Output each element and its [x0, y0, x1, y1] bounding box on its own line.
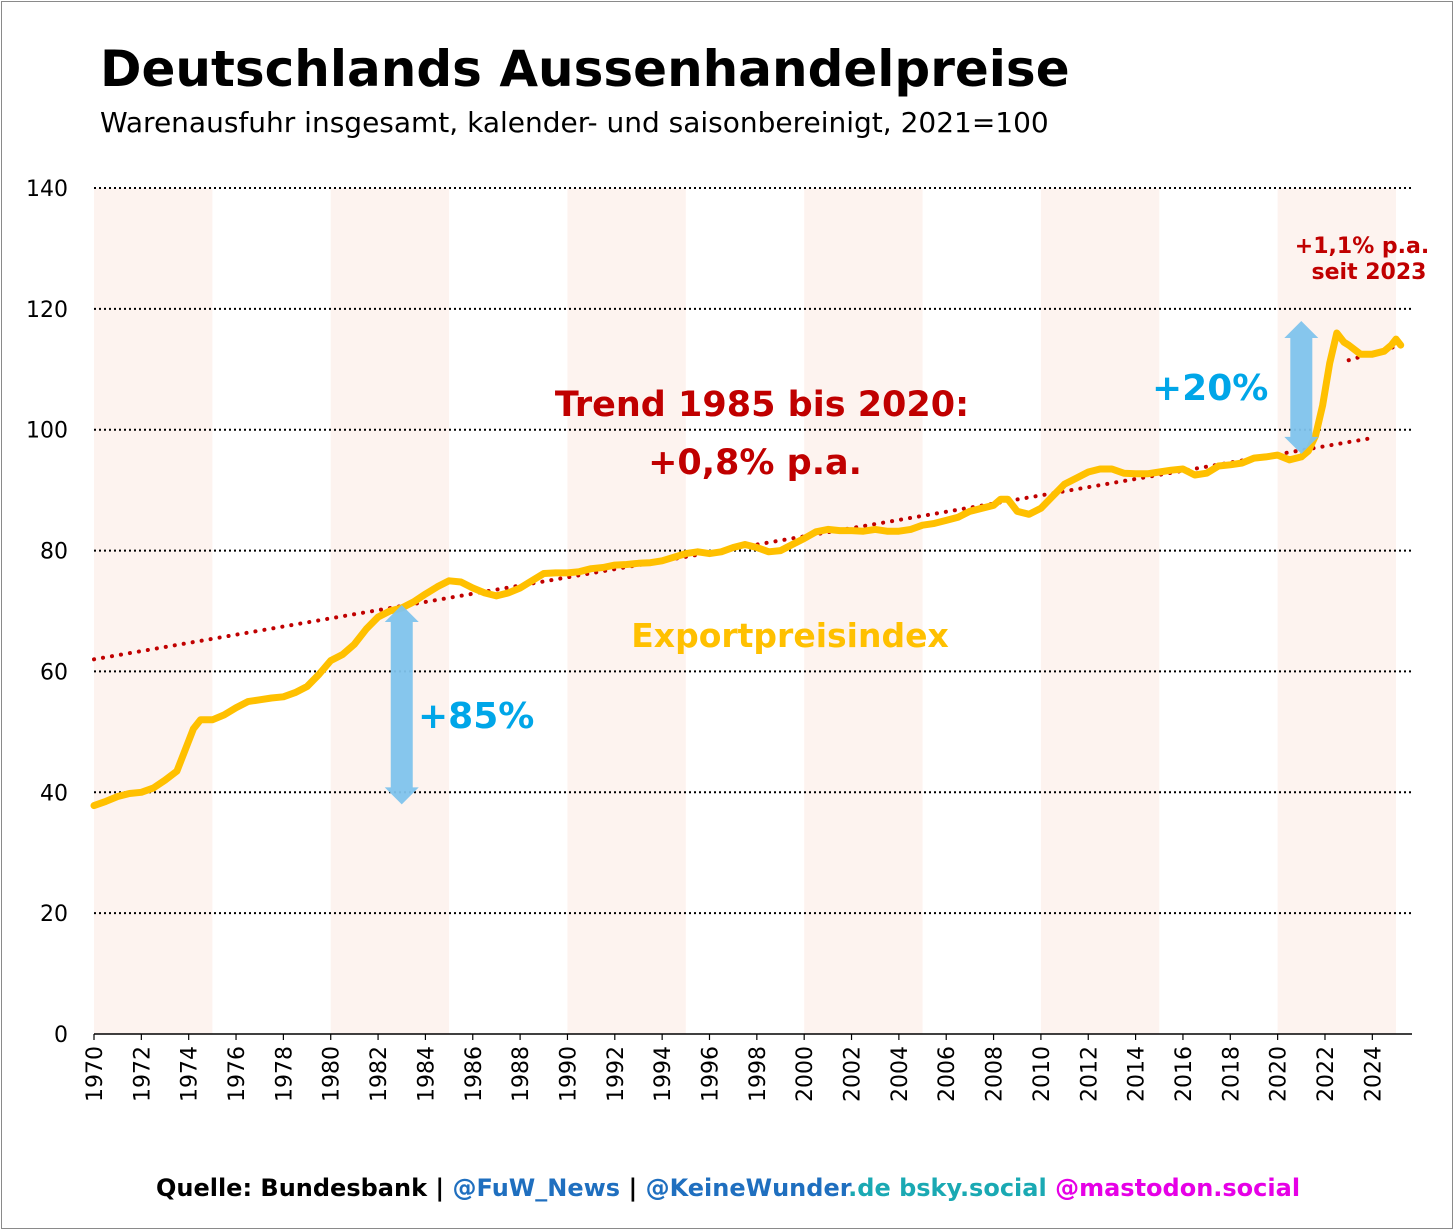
y-tick-label: 20	[40, 902, 68, 927]
x-tick-label: 1970	[83, 1046, 108, 1102]
recent-trend-label-line1: +1,1% p.a.	[1295, 234, 1429, 259]
shaded-period	[94, 188, 213, 1034]
x-tick-label: 1974	[178, 1046, 203, 1102]
x-tick-label: 1984	[414, 1046, 439, 1102]
x-tick-label: 1978	[272, 1046, 297, 1102]
chart-subtitle: Warenausfuhr insgesamt, kalender- und sa…	[100, 106, 1049, 139]
x-tick-label: 2004	[888, 1046, 913, 1102]
x-tick-label: 2018	[1219, 1046, 1244, 1102]
y-tick-label: 120	[26, 298, 68, 323]
x-tick-label: 2010	[1030, 1046, 1055, 1102]
x-tick-label: 2002	[841, 1046, 866, 1102]
footer-separator: |	[427, 1174, 453, 1202]
x-tick-label: 2006	[935, 1046, 960, 1102]
double-arrow	[1284, 320, 1319, 454]
shaded-period	[567, 188, 686, 1034]
x-tick-label: 1982	[367, 1046, 392, 1102]
source-label: Quelle: Bundesbank	[155, 1174, 428, 1202]
x-tick-label: 1980	[320, 1046, 345, 1102]
x-tick-label: 1992	[604, 1046, 629, 1102]
x-tick-label: 2022	[1314, 1046, 1339, 1102]
keinewunder-handle: @KeineWunder	[645, 1174, 849, 1202]
trend-label-line2: +0,8% p.a.	[648, 443, 862, 483]
x-tick-label: 1986	[462, 1046, 487, 1102]
bsky-handle: bsky.social	[890, 1174, 1047, 1202]
x-tick-label: 1976	[225, 1046, 250, 1102]
mastodon-handle: @mastodon.social	[1046, 1174, 1301, 1202]
change-label-85: +85%	[418, 696, 534, 737]
x-tick-label: 2012	[1077, 1046, 1102, 1102]
source-footer: Quelle: Bundesbank | @FuW_News | @KeineW…	[0, 1174, 1456, 1202]
y-tick-label: 60	[40, 660, 68, 685]
fuw-handle: @FuW_News	[452, 1174, 621, 1202]
x-tick-label: 2020	[1267, 1046, 1292, 1102]
y-tick-label: 0	[54, 1023, 68, 1048]
x-tick-label: 2000	[793, 1046, 818, 1102]
x-tick-label: 1988	[509, 1046, 534, 1102]
footer-separator: |	[620, 1174, 646, 1202]
x-tick-label: 1972	[130, 1046, 155, 1102]
x-tick-label: 1994	[651, 1046, 676, 1102]
double-arrow	[384, 604, 419, 805]
keinewunder-domain: .de	[848, 1174, 891, 1202]
shaded-period	[1277, 188, 1396, 1034]
series-label-exportpreisindex: Exportpreisindex	[631, 616, 949, 655]
series-line-exportpreisindex	[90, 329, 1405, 810]
trend-label-line1: Trend 1985 bis 2020:	[555, 385, 969, 425]
x-tick-label: 2014	[1125, 1046, 1150, 1102]
change-label-20: +20%	[1152, 368, 1268, 409]
y-tick-label: 80	[40, 540, 68, 565]
x-tick-label: 1998	[746, 1046, 771, 1102]
x-tick-label: 2016	[1172, 1046, 1197, 1102]
shaded-period	[804, 188, 923, 1034]
chart-title: Deutschlands Aussenhandelpreise	[100, 40, 1070, 98]
x-tick-label: 2024	[1361, 1046, 1386, 1102]
x-tick-label: 1996	[698, 1046, 723, 1102]
x-tick-label: 2008	[983, 1046, 1008, 1102]
recent-trend-label-line2: seit 2023	[1312, 260, 1427, 285]
shaded-period	[1040, 188, 1160, 1034]
y-tick-label: 40	[40, 781, 68, 806]
y-tick-label: 140	[26, 177, 68, 202]
y-tick-label: 100	[26, 419, 68, 444]
x-tick-label: 1990	[556, 1046, 581, 1102]
